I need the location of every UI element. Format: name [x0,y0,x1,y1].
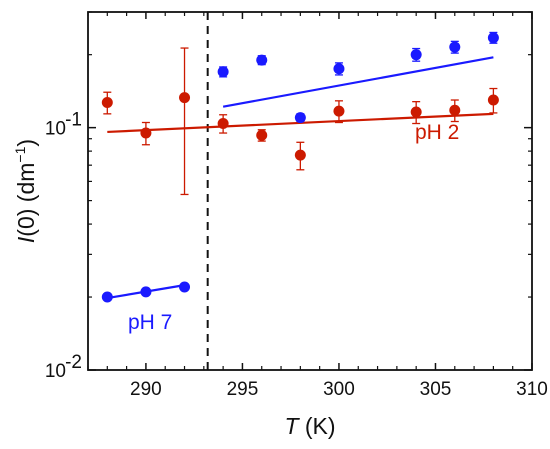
y-axis-ticks: 10-210-1 [45,11,532,382]
y-tick-label: 10 [45,119,66,140]
data-point-series-1 [449,104,461,116]
data-point-series-1 [140,127,152,139]
x-tick-label: 295 [227,379,259,400]
data-point-series-0 [410,49,422,61]
data-point-series-1 [217,118,229,130]
data-point-series-1 [487,94,499,106]
data-point-series-0 [294,112,306,124]
fit-line-series-0 [222,56,494,108]
data-point-series-0 [217,66,229,78]
data-point-series-0 [487,32,499,44]
data-point-series-1 [294,149,306,161]
data-point-series-1 [256,129,268,141]
y-tick-label: 10 [45,361,66,382]
data-point-series-0 [140,286,152,298]
data-point-series-0 [101,291,113,303]
plot-frame [87,11,533,371]
data-point-series-0 [449,41,461,53]
x-tick-label: 310 [516,379,548,400]
data-points [101,31,499,303]
data-point-series-1 [333,105,345,117]
series-label-ph2: pH 2 [415,121,459,144]
x-tick-label: 305 [420,379,452,400]
x-tick-label: 290 [130,379,162,400]
x-tick-label: 300 [323,379,355,400]
x-axis-ticks: 290 295 300 305 310 [87,12,548,400]
data-point-series-0 [333,63,345,75]
data-point-series-1 [101,96,113,108]
data-point-series-1 [179,92,191,104]
data-point-series-0 [256,54,268,66]
y-axis-label: I(0) (dm−1) [12,139,39,243]
fit-lines [107,56,494,300]
y-tick-label-exponent: -2 [65,352,82,373]
x-axis-label: T (K) [284,413,335,439]
data-point-series-1 [410,106,422,118]
data-point-series-0 [179,281,191,293]
y-tick-label-exponent: -1 [65,110,82,131]
series-label-ph7: pH 7 [128,311,172,334]
